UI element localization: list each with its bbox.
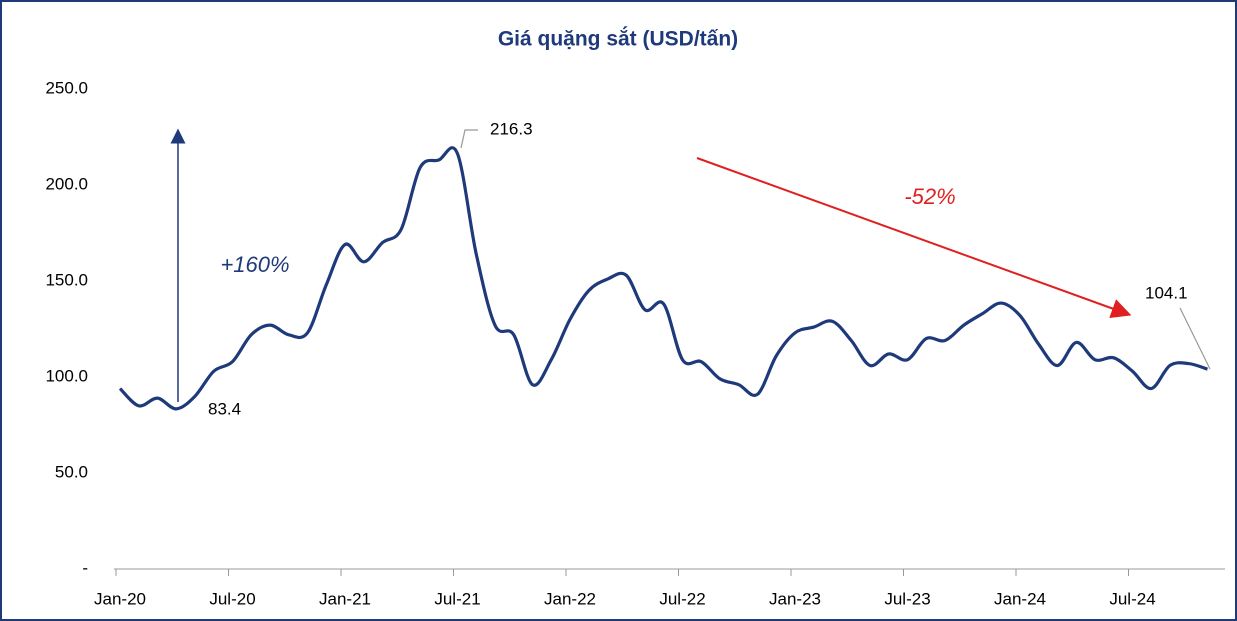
data-label: 216.3 [490, 119, 533, 138]
x-tick-label: Jan-20 [94, 589, 146, 608]
fall-arrow [696, 157, 1132, 318]
x-tick-label: Jan-21 [319, 589, 371, 608]
y-tick-label: 150.0 [45, 270, 88, 289]
x-tick-label: Jul-20 [209, 589, 255, 608]
fall-annotation: -52% [904, 184, 955, 209]
data-label: 83.4 [208, 399, 241, 418]
x-tick-label: Jan-22 [544, 589, 596, 608]
leader-line [1179, 307, 1211, 370]
x-tick-label: Jan-23 [769, 589, 821, 608]
y-tick-label: - [82, 558, 88, 577]
leader-line [460, 129, 478, 149]
y-tick-label: 100.0 [45, 366, 88, 385]
y-tick-label: 250.0 [45, 78, 88, 97]
x-tick-label: Jan-24 [994, 589, 1046, 608]
x-tick-label: Jul-22 [659, 589, 705, 608]
x-tick-label: Jul-24 [1109, 589, 1155, 608]
chart-title: Giá quặng sắt (USD/tấn) [498, 27, 738, 51]
data-label: 104.1 [1145, 283, 1188, 302]
x-tick-label: Jul-23 [884, 589, 930, 608]
rise-annotation: +160% [220, 252, 289, 277]
price-line [118, 146, 1208, 411]
x-tick-label: Jul-21 [434, 589, 480, 608]
y-tick-label: 50.0 [55, 462, 88, 481]
y-tick-label: 200.0 [45, 174, 88, 193]
